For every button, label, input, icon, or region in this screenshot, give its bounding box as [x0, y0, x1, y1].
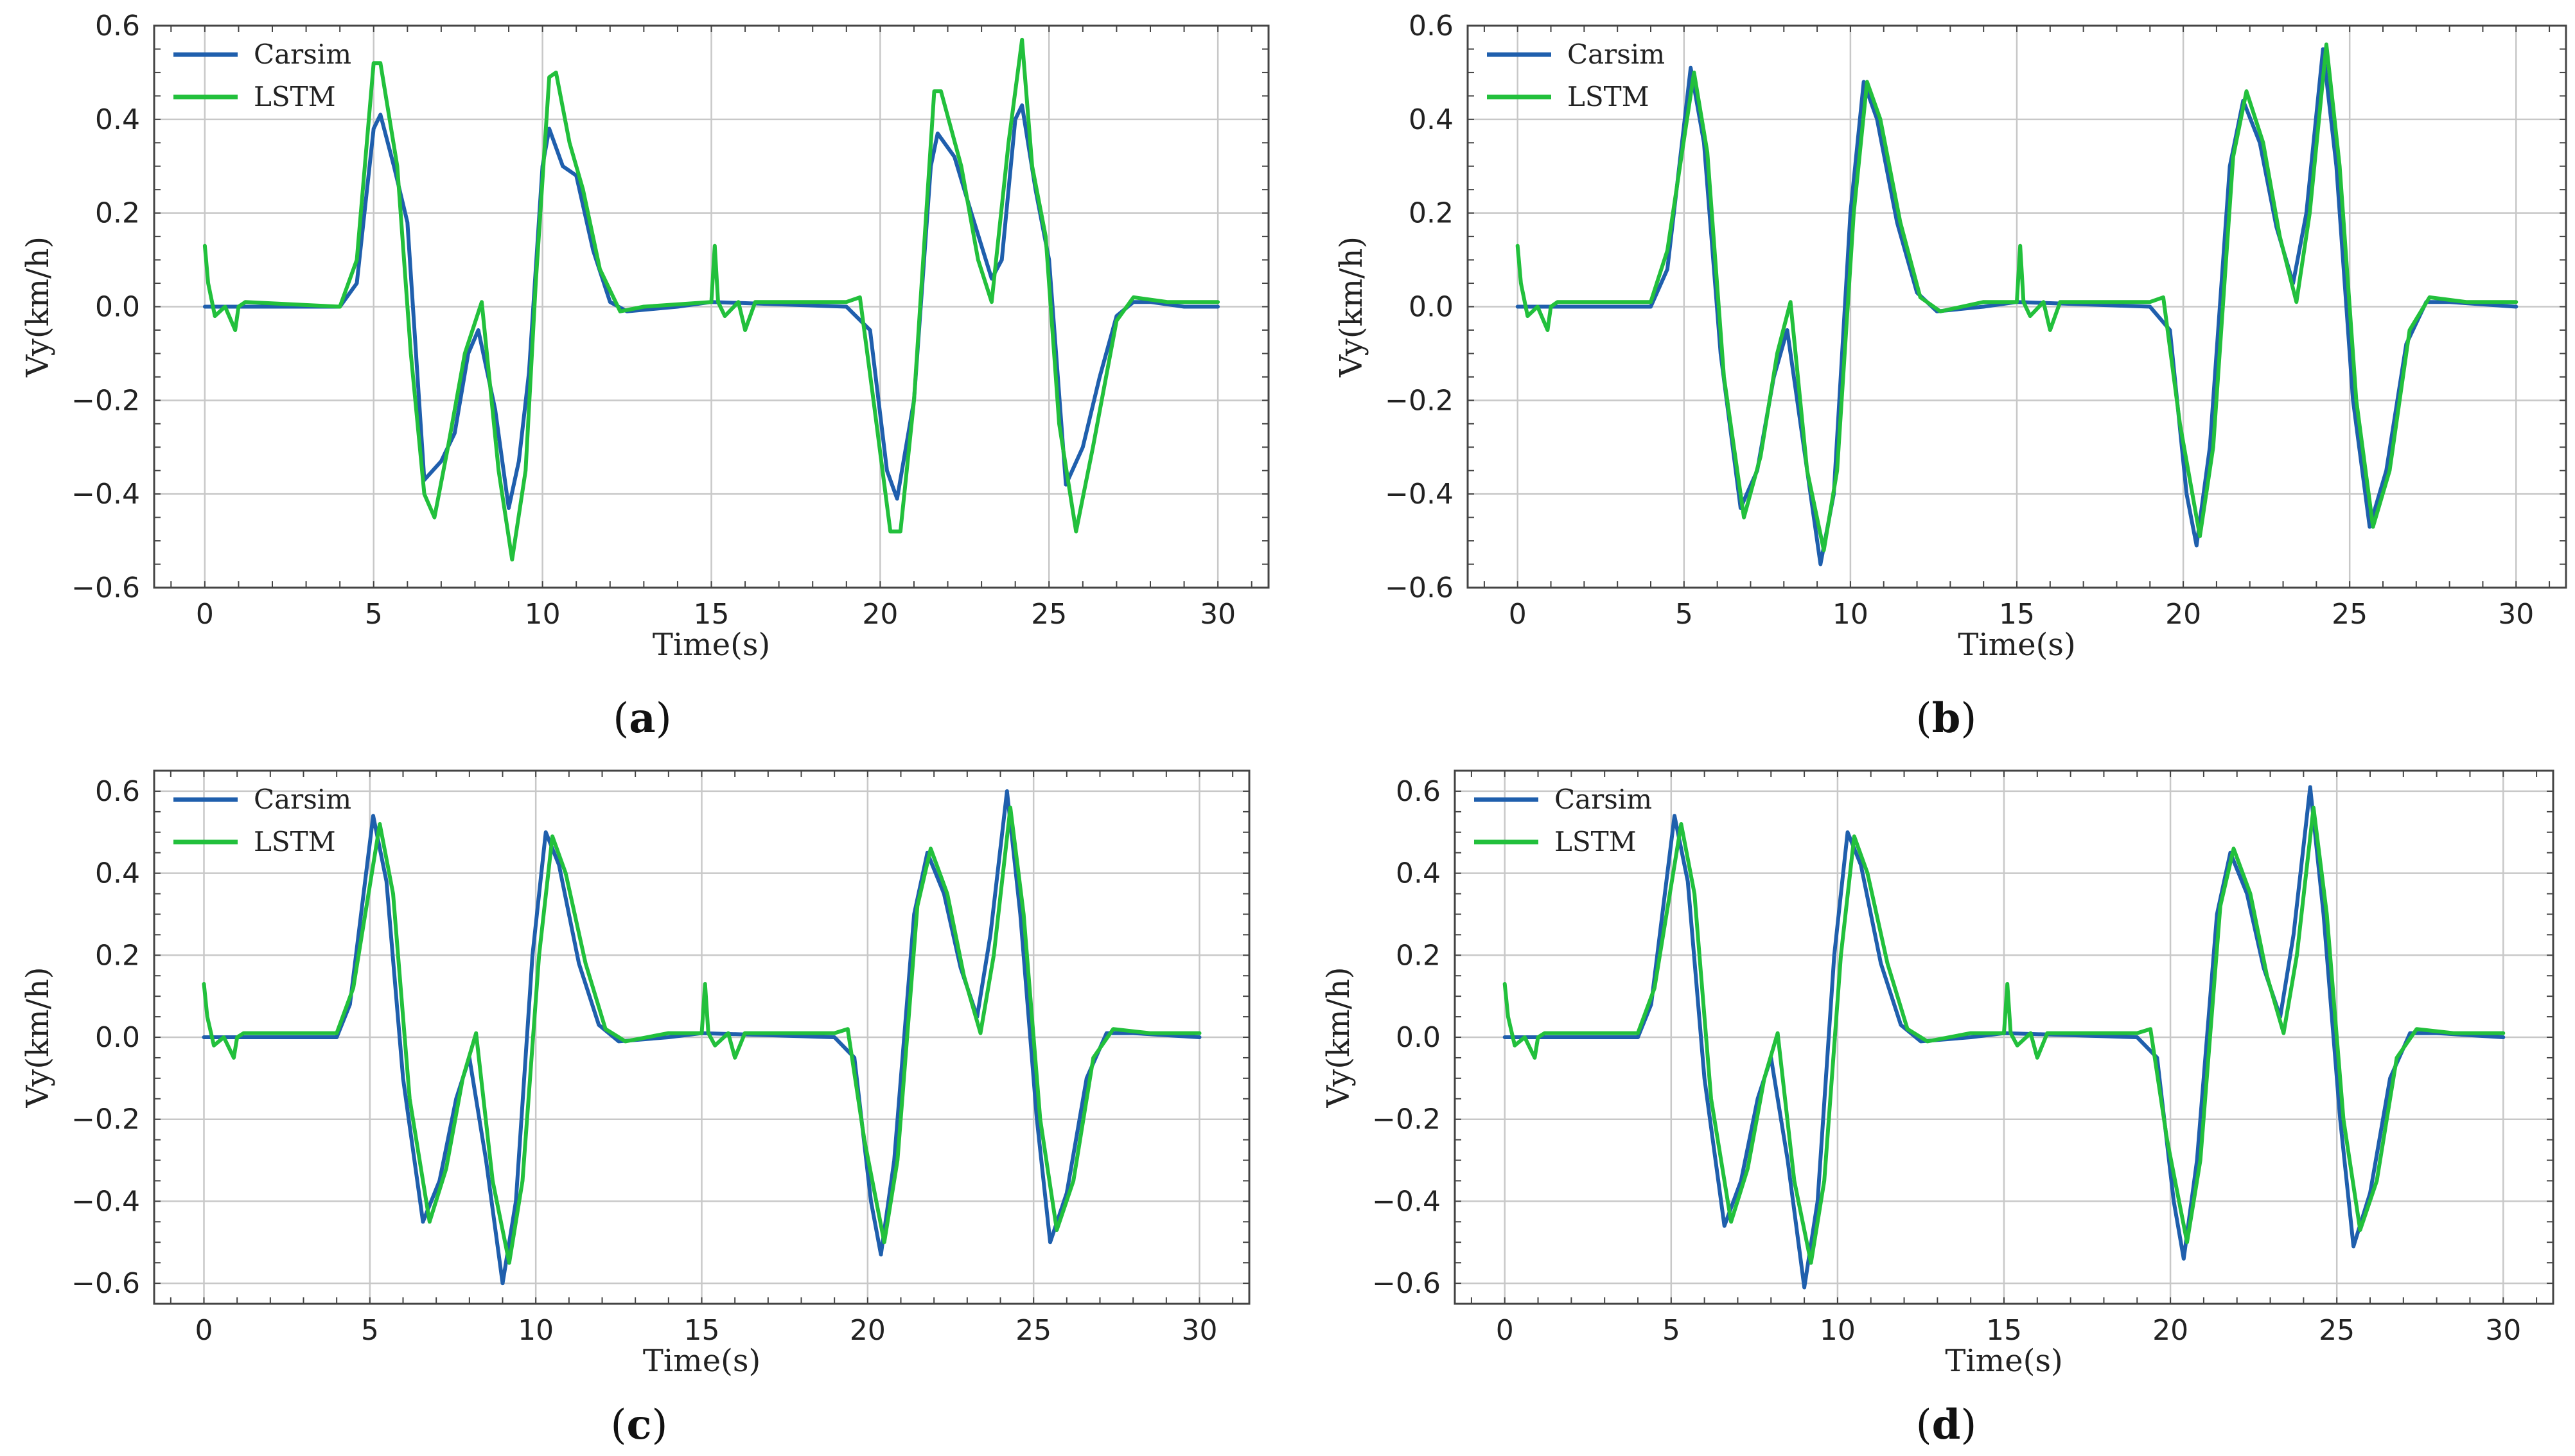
legend-label-lstm: LSTM — [254, 81, 336, 112]
x-axis-label: Time(s) — [1945, 1343, 2062, 1379]
series-line-lstm — [202, 805, 1202, 1265]
legend-label-carsim: Carsim — [1554, 784, 1652, 815]
x-tick-label: 20 — [850, 1314, 886, 1347]
x-tick-label: 30 — [1182, 1314, 1218, 1347]
y-tick-label: 0.4 — [95, 103, 140, 136]
y-tick-label: −0.6 — [71, 1267, 140, 1300]
y-tick-label: 0.2 — [1409, 197, 1454, 230]
y-tick-label: −0.4 — [1385, 478, 1454, 511]
x-tick-label: 5 — [1675, 598, 1693, 631]
plot-frame — [1454, 769, 2554, 1305]
y-tick-label: −0.2 — [1385, 384, 1454, 417]
chart-panel-a: 0 5 10 15 20 25 30 −0.6 −0.4 −0.2 0.0 0.2 0.4 0.6 Time… — [20, 10, 1270, 663]
plot-frame — [153, 24, 1270, 589]
x-tick-label: 0 — [1496, 1314, 1514, 1347]
y-axis-label: Vy(km/h) — [20, 967, 56, 1109]
panel-caption: (c) — [611, 1401, 668, 1449]
x-tick-label: 30 — [2498, 598, 2534, 631]
panel-caption-letter: c — [627, 1401, 652, 1449]
x-tick-label: 15 — [694, 598, 730, 631]
x-tick-label: 15 — [1999, 598, 2035, 631]
legend-label-carsim: Carsim — [254, 39, 351, 70]
x-tick-label: 10 — [1832, 598, 1868, 631]
y-tick-label: −0.4 — [1372, 1185, 1441, 1218]
x-tick-label: 30 — [2485, 1314, 2521, 1347]
x-tick-label: 25 — [2319, 1314, 2355, 1347]
y-tick-label: 0.0 — [1396, 1021, 1441, 1054]
y-tick-label: −0.6 — [1372, 1267, 1441, 1300]
x-tick-label: 0 — [195, 1314, 213, 1347]
x-tick-label: 10 — [1820, 1314, 1856, 1347]
x-tick-label: 20 — [2165, 598, 2201, 631]
y-axis-label: Vy(km/h) — [1333, 236, 1369, 378]
y-tick-label: −0.2 — [71, 384, 140, 417]
x-tick-label: 20 — [862, 598, 898, 631]
x-tick-label: 0 — [196, 598, 214, 631]
x-tick-label: 10 — [518, 1314, 554, 1347]
y-tick-label: 0.2 — [95, 939, 140, 972]
y-axis-label: Vy(km/h) — [1321, 967, 1357, 1109]
x-tick-label: 0 — [1509, 598, 1527, 631]
y-tick-label: 0.4 — [1396, 857, 1441, 890]
series-line-lstm — [1502, 805, 2506, 1265]
x-tick-label: 5 — [365, 598, 383, 631]
x-axis-label: Time(s) — [653, 627, 770, 663]
y-tick-label: 0.0 — [1409, 291, 1454, 324]
chart-panel-b: 0 5 10 15 20 25 30 −0.6 −0.4 −0.2 0.0 0.2 0.4 0.6 Time… — [1333, 10, 2567, 663]
x-tick-label: 10 — [525, 598, 561, 631]
x-tick-label: 15 — [684, 1314, 720, 1347]
panel-caption-letter: d — [1932, 1401, 1961, 1449]
chart-panel-c: 0 5 10 15 20 25 30 −0.6 −0.4 −0.2 0.0 0.2 0.4 0.6 Time… — [20, 769, 1251, 1379]
panel-caption: (d) — [1916, 1401, 1977, 1449]
x-tick-label: 5 — [1662, 1314, 1680, 1347]
y-tick-label: 0.6 — [95, 775, 140, 808]
y-axis-label: Vy(km/h) — [20, 236, 56, 378]
y-tick-label: 0.6 — [95, 10, 140, 42]
x-axis-label: Time(s) — [643, 1343, 760, 1379]
legend-label-carsim: Carsim — [1567, 39, 1665, 70]
series-line-lstm — [1515, 42, 2518, 552]
x-tick-label: 5 — [361, 1314, 379, 1347]
y-tick-label: −0.4 — [71, 478, 140, 511]
x-tick-label: 20 — [2152, 1314, 2188, 1347]
y-tick-label: −0.2 — [71, 1103, 140, 1136]
legend-label-lstm: LSTM — [254, 826, 336, 857]
y-tick-label: 0.2 — [1396, 939, 1441, 972]
legend-label-lstm: LSTM — [1554, 826, 1637, 857]
panel-caption-letter: a — [629, 694, 655, 742]
y-tick-label: 0.4 — [1409, 103, 1454, 136]
y-tick-label: 0.6 — [1409, 10, 1454, 42]
y-tick-label: −0.6 — [1385, 572, 1454, 604]
x-tick-label: 25 — [1015, 1314, 1051, 1347]
x-tick-label: 25 — [1031, 598, 1067, 631]
plot-frame — [1466, 24, 2567, 589]
y-tick-label: 0.2 — [95, 197, 140, 230]
plot-frame — [153, 769, 1251, 1305]
series-line-lstm — [202, 37, 1220, 562]
panel-caption: (a) — [613, 694, 671, 742]
y-tick-label: −0.4 — [71, 1185, 140, 1218]
y-tick-label: 0.6 — [1396, 775, 1441, 808]
x-tick-label: 25 — [2332, 598, 2368, 631]
y-tick-label: −0.6 — [71, 572, 140, 604]
chart-panel-d: 0 5 10 15 20 25 30 −0.6 −0.4 −0.2 0.0 0.2 0.4 0.6 Time… — [1321, 769, 2554, 1379]
y-tick-label: 0.0 — [95, 291, 140, 324]
x-tick-label: 15 — [1986, 1314, 2022, 1347]
legend-label-lstm: LSTM — [1567, 81, 1649, 112]
panel-caption-letter: b — [1932, 694, 1961, 742]
y-tick-label: 0.0 — [95, 1021, 140, 1054]
legend-label-carsim: Carsim — [254, 784, 351, 815]
y-tick-label: 0.4 — [95, 857, 140, 890]
x-axis-label: Time(s) — [1958, 627, 2075, 663]
y-tick-label: −0.2 — [1372, 1103, 1441, 1136]
panel-caption: (b) — [1916, 694, 1977, 742]
x-tick-label: 30 — [1200, 598, 1236, 631]
